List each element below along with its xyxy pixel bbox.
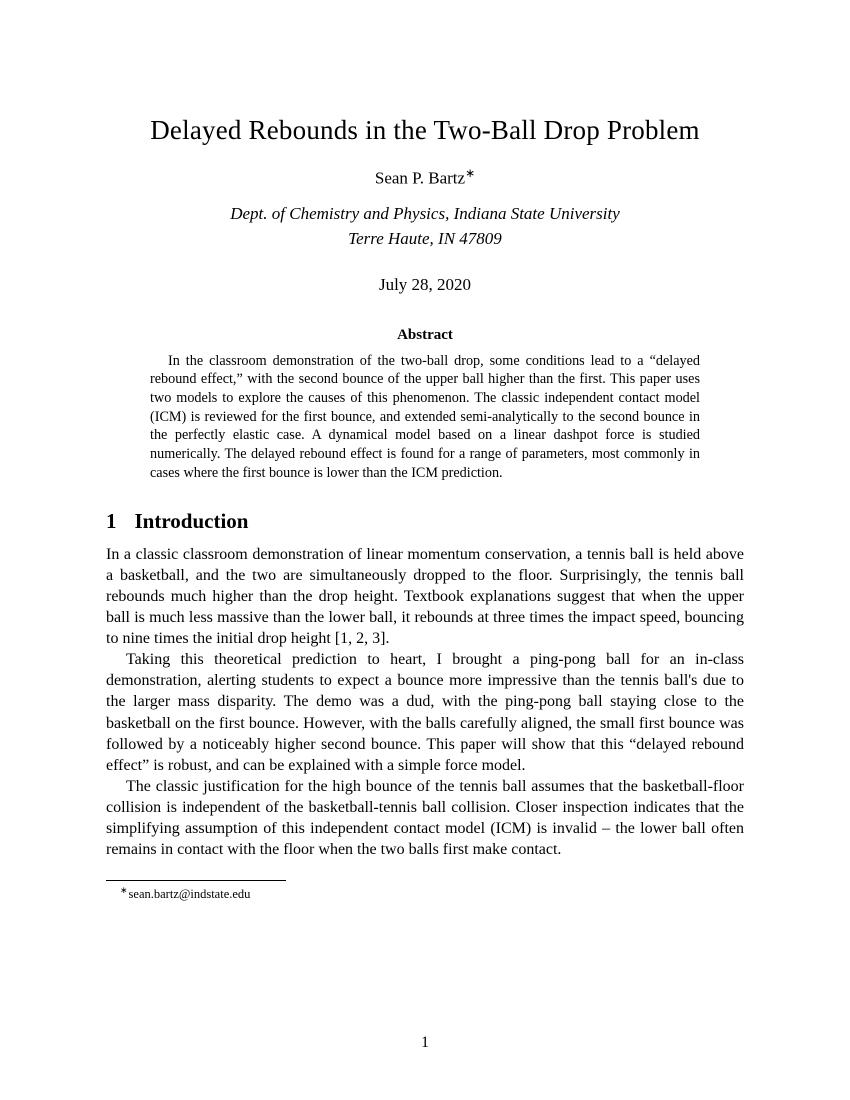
affiliation-line-1: Dept. of Chemistry and Physics, Indiana … xyxy=(106,203,744,226)
footnote: ∗sean.bartz@indstate.edu xyxy=(106,885,744,902)
section-1-para-3: The classic justification for the high b… xyxy=(106,776,744,860)
footnote-rule xyxy=(106,880,286,881)
section-1-title: Introduction xyxy=(135,509,249,533)
page-number: 1 xyxy=(0,1034,850,1052)
section-1-number: 1 xyxy=(106,509,117,534)
section-1-para-2: Taking this theoretical prediction to he… xyxy=(106,649,744,776)
author-name: Sean P. Bartz xyxy=(375,169,465,188)
section-1-para-1: In a classic classroom demonstration of … xyxy=(106,544,744,650)
affiliation-line-2: Terre Haute, IN 47809 xyxy=(106,228,744,251)
author-marker: ∗ xyxy=(465,166,475,180)
footnote-text: sean.bartz@indstate.edu xyxy=(129,887,251,901)
author-line: Sean P. Bartz∗ xyxy=(106,166,744,189)
section-1-heading: 1 Introduction xyxy=(106,509,744,534)
abstract-heading: Abstract xyxy=(106,327,744,344)
paper-title: Delayed Rebounds in the Two-Ball Drop Pr… xyxy=(106,115,744,146)
abstract-body: In the classroom demonstration of the tw… xyxy=(150,352,700,483)
page: Delayed Rebounds in the Two-Ball Drop Pr… xyxy=(0,0,850,1100)
paper-date: July 28, 2020 xyxy=(106,275,744,295)
footnote-marker: ∗ xyxy=(120,885,128,895)
